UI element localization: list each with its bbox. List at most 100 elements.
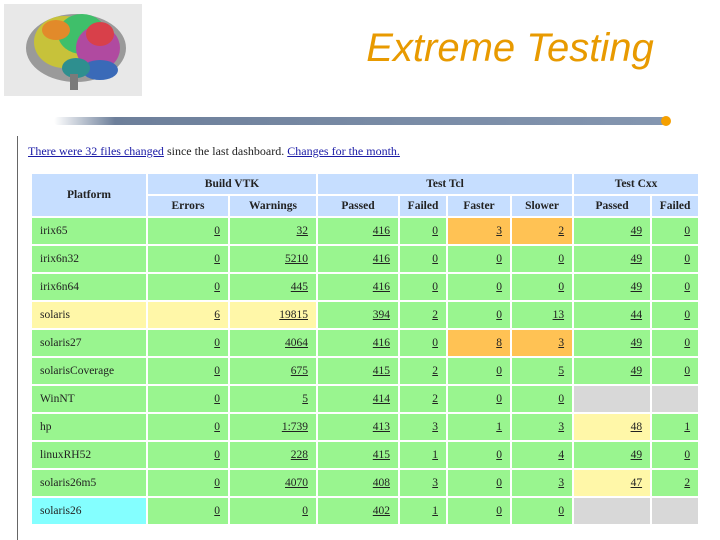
value-cell[interactable]: 415 <box>318 358 399 384</box>
value-cell[interactable]: 415 <box>318 442 399 468</box>
value-link[interactable]: 2 <box>432 309 439 321</box>
value-link[interactable]: 0 <box>684 365 691 377</box>
value-link[interactable]: 0 <box>214 449 220 461</box>
value-cell[interactable]: 48 <box>574 414 651 440</box>
value-cell[interactable]: 3 <box>400 470 447 496</box>
value-link[interactable]: 2 <box>432 393 439 405</box>
value-cell[interactable]: 3 <box>512 470 573 496</box>
value-cell[interactable]: 4064 <box>230 330 317 356</box>
value-link[interactable]: 0 <box>214 393 220 405</box>
value-cell[interactable]: 0 <box>448 470 511 496</box>
value-link[interactable]: 49 <box>630 225 643 237</box>
value-cell[interactable]: 0 <box>448 386 511 412</box>
platform-cell[interactable]: solaris27 <box>32 330 146 356</box>
value-cell[interactable]: 0 <box>148 386 228 412</box>
value-cell[interactable]: 2 <box>400 302 447 328</box>
value-cell[interactable]: 0 <box>652 358 699 384</box>
value-link[interactable]: 44 <box>630 309 643 321</box>
value-cell[interactable]: 6 <box>148 302 228 328</box>
value-link[interactable]: 3 <box>496 225 503 237</box>
value-cell[interactable]: 47 <box>574 470 651 496</box>
value-link[interactable]: 416 <box>372 337 391 349</box>
value-cell[interactable]: 0 <box>148 358 228 384</box>
value-cell[interactable]: 13 <box>512 302 573 328</box>
value-cell[interactable]: 0 <box>148 218 228 244</box>
value-link[interactable]: 0 <box>684 253 691 265</box>
value-cell[interactable]: 1:739 <box>230 414 317 440</box>
value-link[interactable]: 0 <box>496 505 503 517</box>
value-cell[interactable]: 416 <box>318 330 399 356</box>
value-link[interactable]: 415 <box>372 449 391 461</box>
platform-cell[interactable]: hp <box>32 414 146 440</box>
value-cell[interactable]: 402 <box>318 498 399 524</box>
value-link[interactable]: 0 <box>432 253 439 265</box>
value-cell[interactable]: 0 <box>448 274 511 300</box>
value-cell[interactable]: 3 <box>512 414 573 440</box>
value-link[interactable]: 0 <box>558 393 565 405</box>
value-link[interactable]: 2 <box>558 225 565 237</box>
value-link[interactable]: 0 <box>496 281 503 293</box>
platform-cell[interactable]: irix6n64 <box>32 274 146 300</box>
value-cell[interactable]: 0 <box>400 330 447 356</box>
value-cell[interactable]: 0 <box>448 302 511 328</box>
value-link[interactable]: 408 <box>372 477 391 489</box>
value-link[interactable]: 0 <box>496 449 503 461</box>
value-cell[interactable]: 0 <box>400 274 447 300</box>
value-link[interactable]: 4064 <box>285 337 309 349</box>
value-cell[interactable]: 3 <box>512 330 573 356</box>
value-cell[interactable]: 0 <box>448 246 511 272</box>
value-link[interactable]: 0 <box>214 225 220 237</box>
value-cell[interactable]: 675 <box>230 358 317 384</box>
files-changed-link[interactable]: There were 32 files changed <box>28 144 164 158</box>
value-cell[interactable]: 4 <box>512 442 573 468</box>
platform-cell[interactable]: solaris <box>32 302 146 328</box>
value-link[interactable]: 0 <box>214 337 220 349</box>
value-cell[interactable]: 2 <box>652 470 699 496</box>
value-cell[interactable]: 49 <box>574 330 651 356</box>
value-link[interactable]: 0 <box>214 281 220 293</box>
value-cell[interactable]: 49 <box>574 246 651 272</box>
value-link[interactable]: 49 <box>630 337 643 349</box>
value-cell[interactable]: 416 <box>318 274 399 300</box>
value-link[interactable]: 0 <box>432 281 439 293</box>
value-link[interactable]: 3 <box>558 421 565 433</box>
value-cell[interactable]: 1 <box>400 498 447 524</box>
value-link[interactable]: 0 <box>214 421 220 433</box>
value-link[interactable]: 3 <box>558 337 565 349</box>
value-link[interactable]: 0 <box>214 477 220 489</box>
value-link[interactable]: 1:739 <box>281 421 309 433</box>
value-cell[interactable]: 0 <box>652 274 699 300</box>
value-link[interactable]: 0 <box>684 225 691 237</box>
value-cell[interactable]: 0 <box>400 218 447 244</box>
value-cell[interactable]: 8 <box>448 330 511 356</box>
value-cell[interactable]: 1 <box>400 442 447 468</box>
value-cell[interactable]: 0 <box>148 470 228 496</box>
value-cell[interactable]: 49 <box>574 218 651 244</box>
value-cell[interactable]: 44 <box>574 302 651 328</box>
value-cell[interactable]: 0 <box>148 246 228 272</box>
value-cell[interactable]: 0 <box>148 330 228 356</box>
value-cell[interactable]: 445 <box>230 274 317 300</box>
value-cell[interactable]: 0 <box>148 442 228 468</box>
value-link[interactable]: 49 <box>630 365 643 377</box>
value-link[interactable]: 416 <box>372 253 391 265</box>
value-link[interactable]: 0 <box>496 477 503 489</box>
value-link[interactable]: 1 <box>432 449 439 461</box>
value-cell[interactable]: 0 <box>512 498 573 524</box>
value-cell[interactable]: 2 <box>400 358 447 384</box>
value-link[interactable]: 3 <box>432 477 439 489</box>
value-cell[interactable]: 413 <box>318 414 399 440</box>
value-cell[interactable]: 0 <box>512 386 573 412</box>
value-link[interactable]: 13 <box>552 309 565 321</box>
value-cell[interactable]: 0 <box>652 302 699 328</box>
platform-cell[interactable]: solarisCoverage <box>32 358 146 384</box>
value-cell[interactable]: 0 <box>448 498 511 524</box>
value-cell[interactable]: 414 <box>318 386 399 412</box>
value-cell[interactable]: 5210 <box>230 246 317 272</box>
value-link[interactable]: 3 <box>432 421 439 433</box>
value-cell[interactable]: 3 <box>400 414 447 440</box>
value-link[interactable]: 0 <box>214 365 220 377</box>
value-link[interactable]: 1 <box>432 505 439 517</box>
value-cell[interactable]: 0 <box>230 498 317 524</box>
value-cell[interactable]: 3 <box>448 218 511 244</box>
